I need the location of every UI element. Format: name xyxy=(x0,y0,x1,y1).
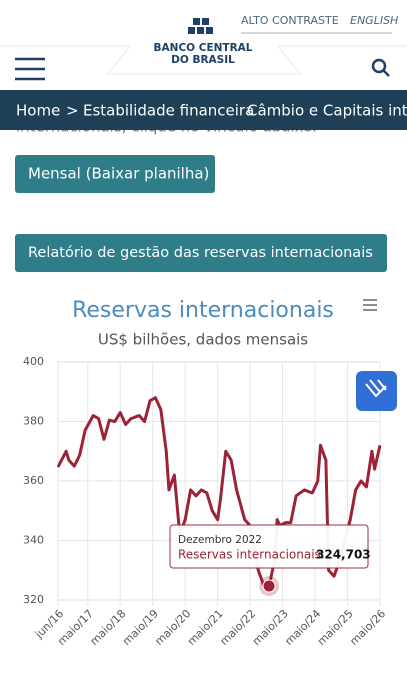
logo-icon xyxy=(188,18,213,34)
chart-subtitle: US$ bilhões, dados mensais xyxy=(98,331,308,349)
search-button[interactable] xyxy=(371,58,390,77)
menu-button[interactable] xyxy=(15,57,45,81)
header-shape xyxy=(0,45,407,75)
button-label[interactable]: Relatório de gestão das reservas interna… xyxy=(28,245,373,261)
logo-text: DO BRASIL xyxy=(171,54,235,66)
y-tick-label: 400 xyxy=(23,355,44,368)
marker xyxy=(262,579,276,593)
link[interactable]: ENGLISH xyxy=(350,14,398,27)
logo-text: BANCO CENTRAL xyxy=(154,42,253,54)
line xyxy=(56,396,382,588)
y-tick-label: 380 xyxy=(23,415,44,428)
breadcrumb-item[interactable]: Estabilidade financeira xyxy=(83,102,254,120)
y-tick-label: 340 xyxy=(23,534,44,547)
x-tick-label: maio/26 xyxy=(347,607,388,648)
chart-title: Reservas internacionais xyxy=(72,298,334,323)
accessibility-icon xyxy=(365,379,387,398)
header xyxy=(0,0,407,90)
button[interactable] xyxy=(15,155,215,193)
breadcrumb-separator: > xyxy=(66,102,79,120)
tooltip xyxy=(169,524,369,569)
y-tick-label: 320 xyxy=(23,593,44,606)
tooltip-label: Reservas internacionais: xyxy=(178,548,325,562)
button-label[interactable]: Mensal (Baixar planilha) xyxy=(28,165,209,183)
breadcrumb-item[interactable]: Home xyxy=(16,102,60,120)
accessibility-button[interactable] xyxy=(356,371,397,411)
link[interactable]: ALTO CONTRASTE xyxy=(241,14,339,27)
chart-menu[interactable] xyxy=(363,299,377,311)
tooltip-title: Dezembro 2022 xyxy=(178,534,262,546)
breadcrumb-bar xyxy=(0,90,407,130)
breadcrumb-item[interactable]: Câmbio e Capitais internacionais xyxy=(247,102,407,120)
button[interactable] xyxy=(15,234,387,272)
tooltip-value: 324,703 xyxy=(316,548,371,562)
y-tick-label: 360 xyxy=(23,474,44,487)
